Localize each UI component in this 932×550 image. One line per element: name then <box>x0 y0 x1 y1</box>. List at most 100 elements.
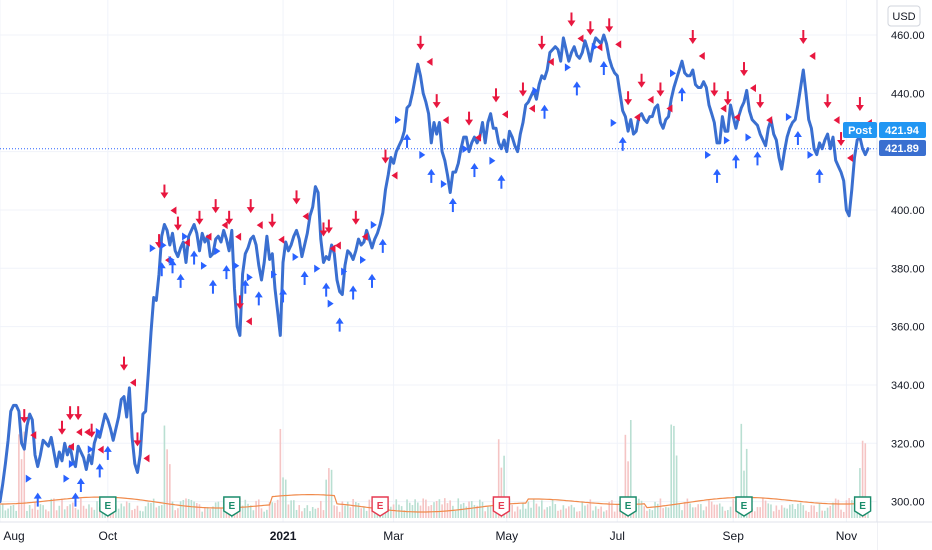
volume-bar <box>675 455 678 518</box>
volume-bar <box>764 500 767 518</box>
volume-bar <box>786 508 788 518</box>
price-line[interactable] <box>0 33 870 504</box>
buy-flag-icon <box>25 474 32 483</box>
time-axis-labels: AugOct2021MarMayJulSepNov2022 <box>3 529 857 543</box>
volume-bar <box>457 498 460 518</box>
volume-bar <box>82 505 85 518</box>
volume-bar <box>422 498 425 518</box>
volume-bar <box>608 501 611 518</box>
volume-bar <box>209 508 212 518</box>
buy-arrow-icon <box>793 130 802 137</box>
volume-bar <box>713 504 716 518</box>
volume-bar <box>848 498 850 518</box>
volume-bar <box>352 498 354 518</box>
volume-bar <box>667 507 670 518</box>
earnings-event-icon[interactable] <box>735 496 753 517</box>
earnings-event-icon[interactable] <box>853 496 872 517</box>
post-market-price: 421.94 <box>885 125 920 137</box>
volume-bar <box>36 509 39 518</box>
sell-arrow-icon <box>20 417 29 424</box>
volume-bar <box>705 506 708 518</box>
volume-bar <box>600 506 602 518</box>
volume-bar <box>470 501 473 518</box>
sell-flag-icon <box>634 113 641 122</box>
buy-arrow-icon <box>95 463 104 470</box>
sell-flag-icon <box>97 445 104 454</box>
post-market-badge <box>843 122 877 138</box>
volume-bar <box>198 504 201 518</box>
sell-arrow-icon <box>465 119 474 126</box>
buy-arrow-icon <box>678 87 686 94</box>
volume-bar <box>805 510 807 518</box>
earnings-event-icon[interactable] <box>371 496 389 517</box>
sell-flag-icon <box>183 238 190 247</box>
earnings-event-icon[interactable] <box>492 496 511 517</box>
volume-bar <box>740 423 743 518</box>
buy-flag-icon <box>327 299 334 308</box>
currency-button-box[interactable] <box>887 5 921 27</box>
sell-arrow-icon <box>211 207 220 214</box>
sell-flag-icon <box>833 116 840 125</box>
buy-arrow-icon <box>71 492 80 499</box>
volume-bar <box>613 511 616 518</box>
volume-bar <box>689 503 691 518</box>
volume-bar <box>344 505 346 518</box>
volume-bar <box>487 506 489 518</box>
price-axis-tick-label: 300.00 <box>891 497 925 509</box>
earnings-markers[interactable]: EEEEEEEE <box>99 496 932 517</box>
currency-button[interactable]: USD <box>892 11 915 23</box>
volume-bar <box>50 498 53 518</box>
buy-arrow-icon <box>279 288 288 295</box>
volume-bar <box>646 510 648 518</box>
volume-bar <box>851 500 853 518</box>
volume-bar <box>314 508 317 518</box>
volume-bar <box>45 509 47 518</box>
sell-arrow-icon <box>837 140 846 147</box>
volume-bar <box>721 506 724 518</box>
sell-flag-icon <box>750 84 756 93</box>
volume-bar <box>255 500 257 518</box>
sell-arrow-icon <box>416 43 425 50</box>
sell-arrow-icon <box>58 428 66 435</box>
volume-bar <box>627 461 629 518</box>
sell-arrow-icon <box>195 218 204 225</box>
volume-bar <box>163 425 166 518</box>
sell-arrow-icon <box>292 198 301 205</box>
volume-bar <box>678 503 681 518</box>
buy-flag-icon <box>292 252 299 261</box>
buy-arrow-icon <box>540 104 549 111</box>
volume-bar <box>268 502 271 518</box>
volume-bar <box>55 510 58 518</box>
time-axis-panel[interactable] <box>0 522 877 550</box>
sell-arrow-icon <box>567 20 576 27</box>
volume-bar <box>371 510 373 518</box>
volume-bar <box>762 498 764 518</box>
volume-bar <box>775 505 778 518</box>
volume-bar <box>330 469 333 518</box>
buy-flag-icon <box>591 42 598 51</box>
volume-bar <box>306 505 309 518</box>
earnings-event-icon[interactable] <box>619 496 637 517</box>
volume-bar <box>360 508 363 518</box>
volume-bar <box>279 428 282 518</box>
volume-bar <box>392 504 395 518</box>
price-axis-panel[interactable] <box>877 0 932 522</box>
volume-bar <box>408 502 411 518</box>
volume-bar <box>317 507 319 518</box>
sell-flag-icon <box>245 317 252 326</box>
last-price-tag: 421.89 <box>879 140 926 156</box>
sell-flag-icon <box>256 221 263 230</box>
volume-bar <box>837 499 840 518</box>
volume-bar <box>357 503 360 518</box>
post-market-label: Post <box>848 125 872 137</box>
sell-flag-icon <box>235 232 242 241</box>
earnings-event-icon[interactable] <box>223 496 241 517</box>
buy-flag-icon <box>462 145 469 154</box>
buy-flag-icon <box>214 247 221 256</box>
volume-bar <box>729 506 732 518</box>
buy-flag-icon <box>314 264 321 273</box>
earnings-event-icon[interactable] <box>99 496 117 517</box>
volume-bar <box>71 502 74 518</box>
volume-bar <box>195 503 198 518</box>
